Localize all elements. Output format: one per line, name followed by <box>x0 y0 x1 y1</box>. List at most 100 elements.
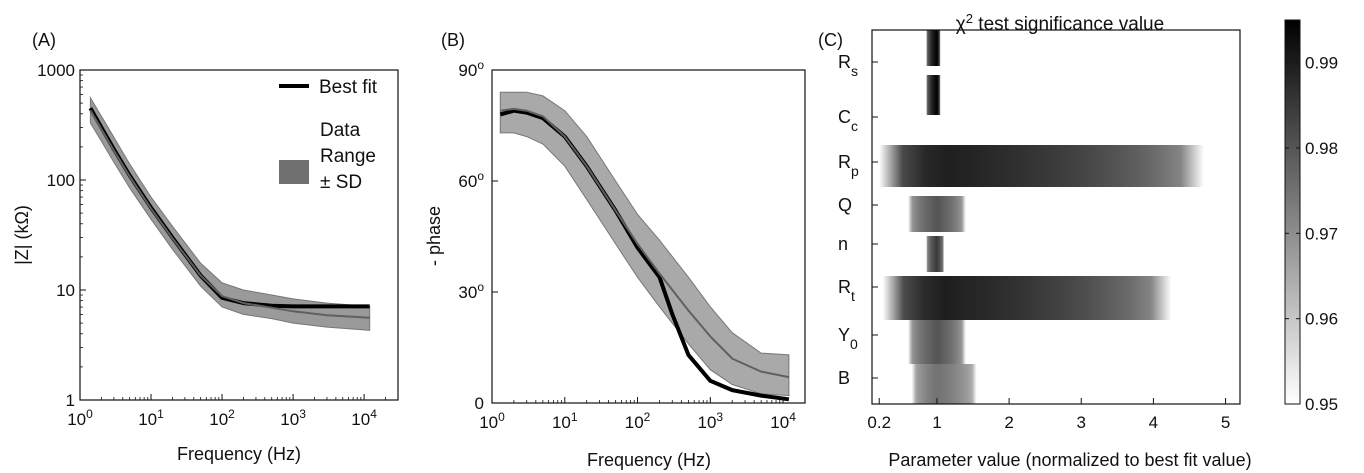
panel-b-y-tick-label-exp: o <box>477 58 484 72</box>
panel-a-x-tick-label-base: 10 <box>138 410 157 429</box>
panel-a-x-tick-label-base: 10 <box>67 410 86 429</box>
colorbar-gradient <box>1284 19 1301 405</box>
panel-a-x-tick-label-exp: 0 <box>86 407 93 421</box>
colorbar-ticks: 0.95 0.96 0.97 0.98 0.99 <box>1285 54 1338 414</box>
heatmap-bar-q <box>908 196 966 232</box>
row-label-n: n <box>838 234 848 254</box>
panel-b-y-label: - phase <box>424 206 444 266</box>
panel-b-x-tick-label-base: 10 <box>552 413 571 432</box>
panel-c-x-tick-label: 3 <box>1077 413 1086 432</box>
row-label-cc: Cc <box>838 107 858 134</box>
panel-b-x-tick-label-exp: 1 <box>571 410 578 424</box>
heatmap-bar-n <box>926 236 945 272</box>
panel-c-title-rest: test significance value <box>973 14 1164 35</box>
panel-c-x-tick-label: 0.2 <box>867 413 891 432</box>
panel-b-x-tick-label-base: 10 <box>770 413 789 432</box>
panel-a-label: (A) <box>32 30 56 50</box>
panel-b-x-tick-label-exp: 4 <box>789 410 796 424</box>
heatmap-bar-cc <box>926 75 941 115</box>
panel-c-x-tick-label: 5 <box>1221 413 1230 432</box>
panel-a-x-tick-label-exp: 4 <box>370 407 377 421</box>
panel-b-y-tick-label: 60o <box>458 169 484 191</box>
row-label-base: C <box>838 107 851 127</box>
panel-a-x-tick-label-exp: 3 <box>299 407 306 421</box>
colorbar: 0.95 0.96 0.97 0.98 0.99 <box>1284 19 1338 414</box>
row-label-sub: 0 <box>850 336 858 352</box>
colorbar-tick-label: 0.96 <box>1305 310 1338 329</box>
panel-b-x-tick-label-base: 10 <box>625 413 644 432</box>
row-label-base: R <box>838 52 851 72</box>
panel-b-line-fit <box>499 108 790 402</box>
panel-c-title: χ2 test significance value <box>956 11 1164 36</box>
colorbar-tick-label: 0.95 <box>1305 395 1338 414</box>
panel-b-y-tick-label-exp: o <box>477 280 484 294</box>
panel-b-x-tick-label: 103 <box>698 410 724 432</box>
panel-b-x-tick-label-exp: 3 <box>716 410 723 424</box>
panel-c-x-ticks: 0.2 1 2 3 4 5 <box>867 398 1230 432</box>
panel-a-y-tick-label: 1 <box>66 391 75 410</box>
panel-b-x-tick-label: 102 <box>625 410 651 432</box>
panel-c-title-exp: 2 <box>966 11 973 26</box>
row-label-base: n <box>838 234 848 254</box>
row-label-sub: t <box>851 288 855 304</box>
panel-b-y-tick-label-base: 60 <box>458 172 477 191</box>
row-label-base: Y <box>838 325 850 345</box>
row-label-rs: Rs <box>838 52 858 79</box>
heatmap-bar-rt <box>882 276 1172 320</box>
row-label-rp: Rp <box>838 152 859 179</box>
panel-b-x-tick-label: 104 <box>770 410 796 432</box>
panel-b-y-tick-label-base: 90 <box>458 61 477 80</box>
panel-a-lines <box>88 107 370 319</box>
colorbar-tick-label: 0.97 <box>1305 224 1338 243</box>
panel-b-axes-frame <box>491 69 806 404</box>
panel-b-x-tick-label-base: 10 <box>479 413 498 432</box>
legend-range-label-3: ± SD <box>320 172 362 193</box>
panel-a-x-tick-label: 102 <box>209 407 235 429</box>
panel-a-x-tick-label-base: 10 <box>209 410 228 429</box>
panel-b-x-tick-label-exp: 2 <box>644 410 651 424</box>
panel-b-x-label: Frequency (Hz) <box>587 450 711 470</box>
panel-a-x-tick-label-base: 10 <box>280 410 299 429</box>
row-label-rt: Rt <box>838 277 855 304</box>
panel-a-y-tick-label: 100 <box>47 171 75 190</box>
panel-b-line-mean <box>500 107 790 379</box>
panel-a-x-tick-label-exp: 1 <box>157 407 164 421</box>
panel-c-label: (C) <box>818 30 843 50</box>
panel-a-line-mean <box>89 109 370 319</box>
panel-c-x-label: Parameter value (normalized to best fit … <box>888 450 1251 470</box>
panel-b-x-tick-label: 100 <box>479 410 505 432</box>
panel-b-y-tick-label-base: 30 <box>458 283 477 302</box>
legend-range-label-1: Data <box>320 120 361 141</box>
panel-b-x-ticks: 100 101 102 103 104 <box>479 397 796 432</box>
panel-b-lines <box>499 107 790 402</box>
panel-a-x-tick-label-exp: 2 <box>228 407 235 421</box>
panel-a-x-tick-label: 104 <box>351 407 377 429</box>
panel-a-x-tick-label: 103 <box>280 407 306 429</box>
panel-b-y-tick-label-base: 0 <box>475 394 484 413</box>
panel-a-x-label: Frequency (Hz) <box>177 444 301 464</box>
row-label-base: B <box>838 368 850 388</box>
heatmap-bar-rp <box>879 145 1204 187</box>
heatmap-bar-rs <box>926 30 941 66</box>
heatmap-bar-b <box>911 364 977 404</box>
row-label-b: B <box>838 368 850 388</box>
row-label-base: R <box>838 152 851 172</box>
colorbar-tick-label: 0.98 <box>1305 139 1338 158</box>
panel-a-y-tick-label: 1000 <box>37 61 75 80</box>
row-label-sub: p <box>851 163 859 179</box>
panel-a-x-tick-label: 100 <box>67 407 93 429</box>
legend-range-label-2: Range <box>320 146 376 167</box>
panel-b-x-tick-label-base: 10 <box>698 413 717 432</box>
panel-a-y-tick-label: 10 <box>56 281 75 300</box>
panel-a-axes-frame <box>79 69 399 401</box>
panel-b-y-tick-label: 90o <box>458 58 484 80</box>
panel-b-y-tick-label: 30o <box>458 280 484 302</box>
panel-b-label: (B) <box>441 30 465 50</box>
panel-c-axes-frame <box>871 29 1241 405</box>
panel-c-heatmap-bars <box>879 30 1204 404</box>
